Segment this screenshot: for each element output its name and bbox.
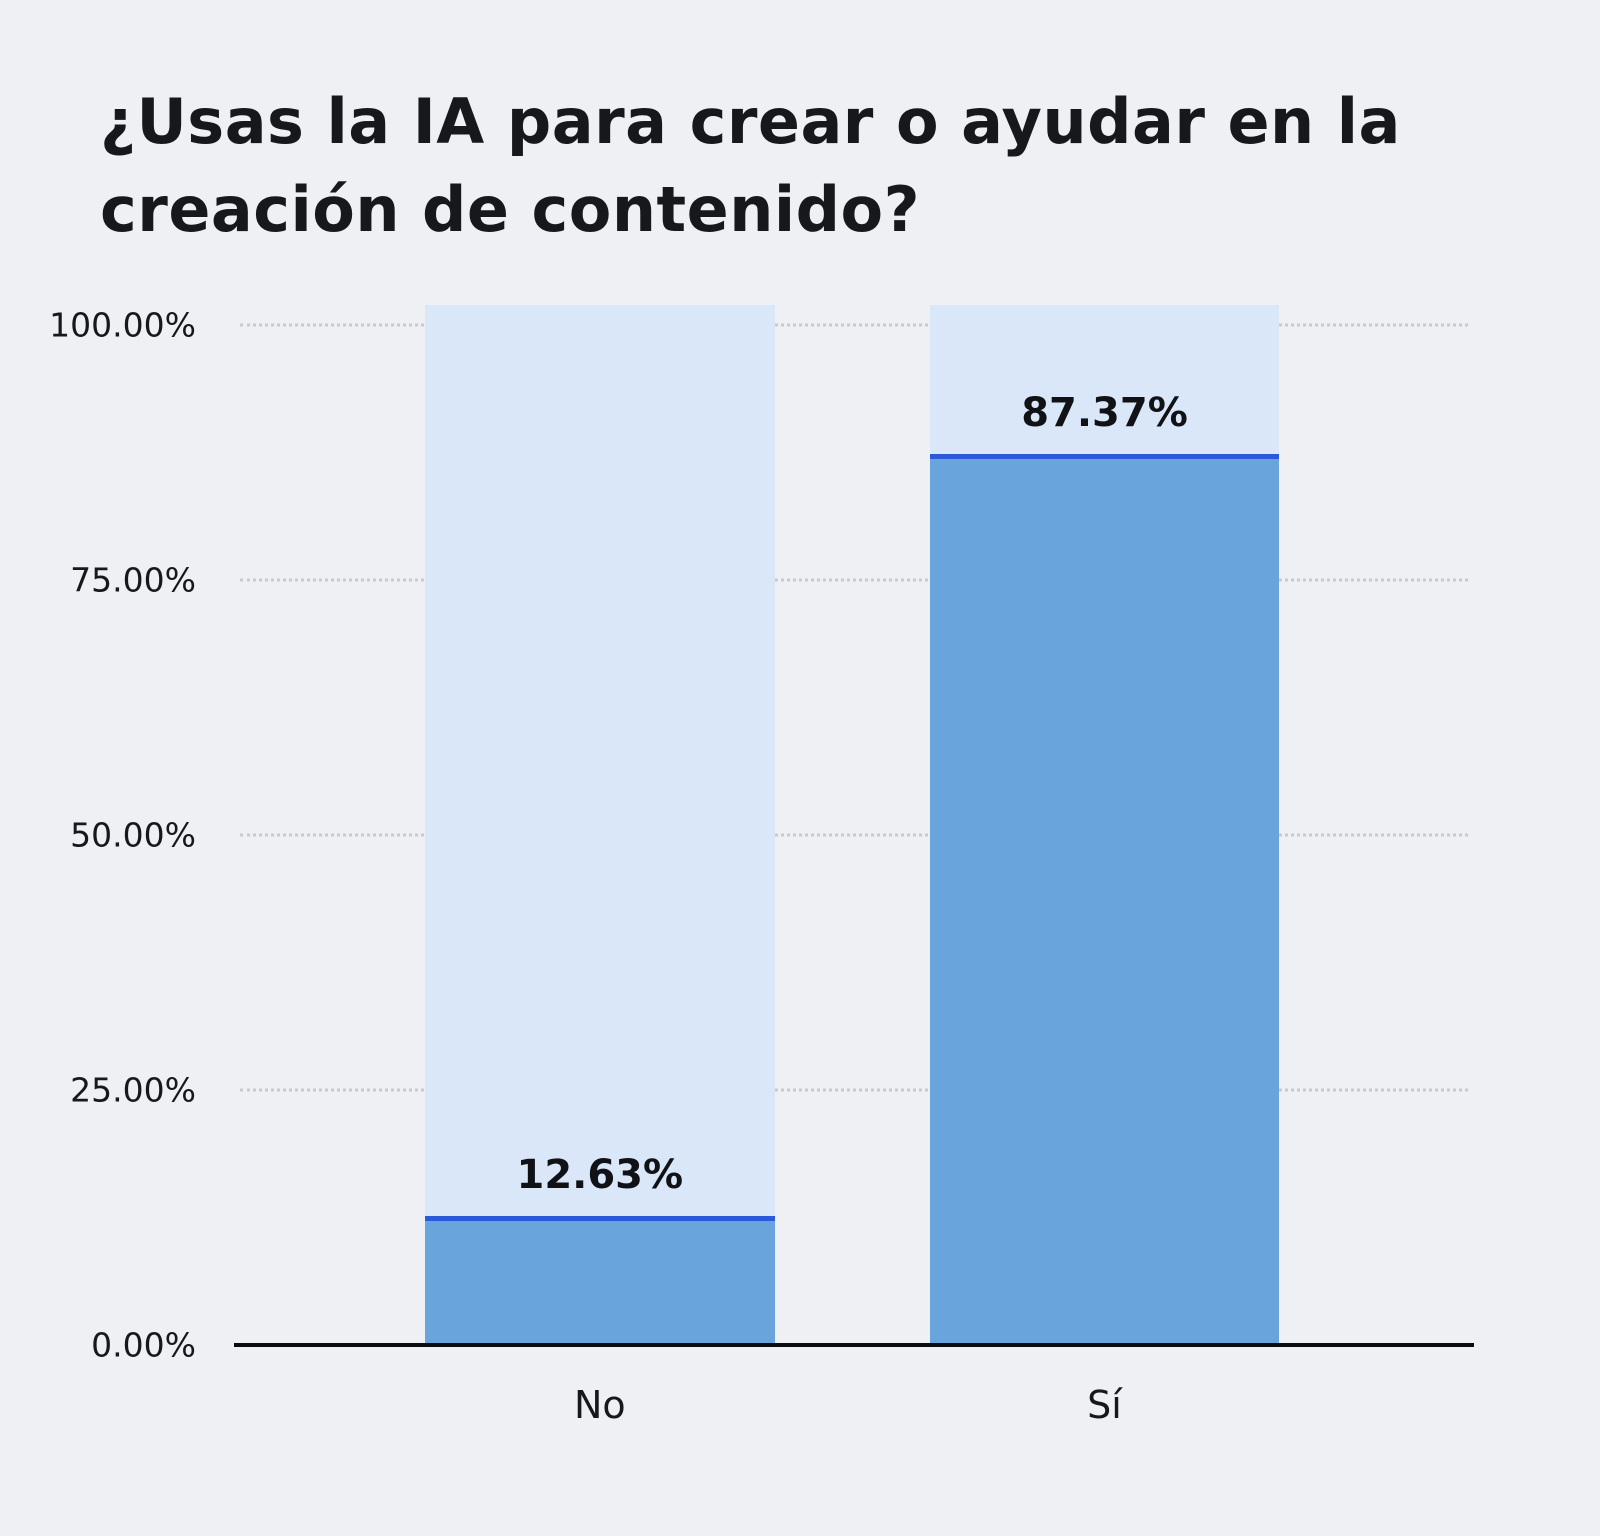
y-tick-label-0: 0.00% bbox=[91, 1325, 196, 1365]
bar-fill[interactable] bbox=[424, 1216, 775, 1345]
bar-value-label: 87.37% bbox=[1021, 389, 1188, 436]
y-axis: 0.00% 25.00% 50.00% 75.00% 100.00% bbox=[0, 306, 218, 1365]
plot-area: No 12.63% Sí 87.37% bbox=[234, 304, 1474, 1427]
gridline-25 bbox=[240, 1088, 1468, 1092]
y-tick-label-50: 50.00% bbox=[70, 815, 196, 855]
chart-title: ¿Usas la IA para crear o ayudar en la cr… bbox=[100, 85, 1401, 247]
gridline-50 bbox=[240, 833, 1468, 837]
gridline-75 bbox=[240, 578, 1468, 582]
y-tick-label-100: 100.00% bbox=[49, 305, 196, 345]
x-axis-label-no: No bbox=[573, 1383, 626, 1427]
bar-group-no: 12.63% bbox=[424, 304, 775, 1345]
gridline-100 bbox=[240, 323, 1468, 327]
y-tick-label-75: 75.00% bbox=[70, 560, 196, 600]
x-axis-line bbox=[234, 1343, 1474, 1347]
x-axis-label-sí: Sí bbox=[1087, 1383, 1122, 1427]
y-tick-label-25: 25.00% bbox=[70, 1070, 196, 1110]
bar-group-sí: 87.37% bbox=[929, 304, 1280, 1345]
bar-fill[interactable] bbox=[929, 453, 1280, 1345]
bar-track bbox=[424, 304, 775, 1345]
bar-value-label: 12.63% bbox=[516, 1152, 684, 1199]
